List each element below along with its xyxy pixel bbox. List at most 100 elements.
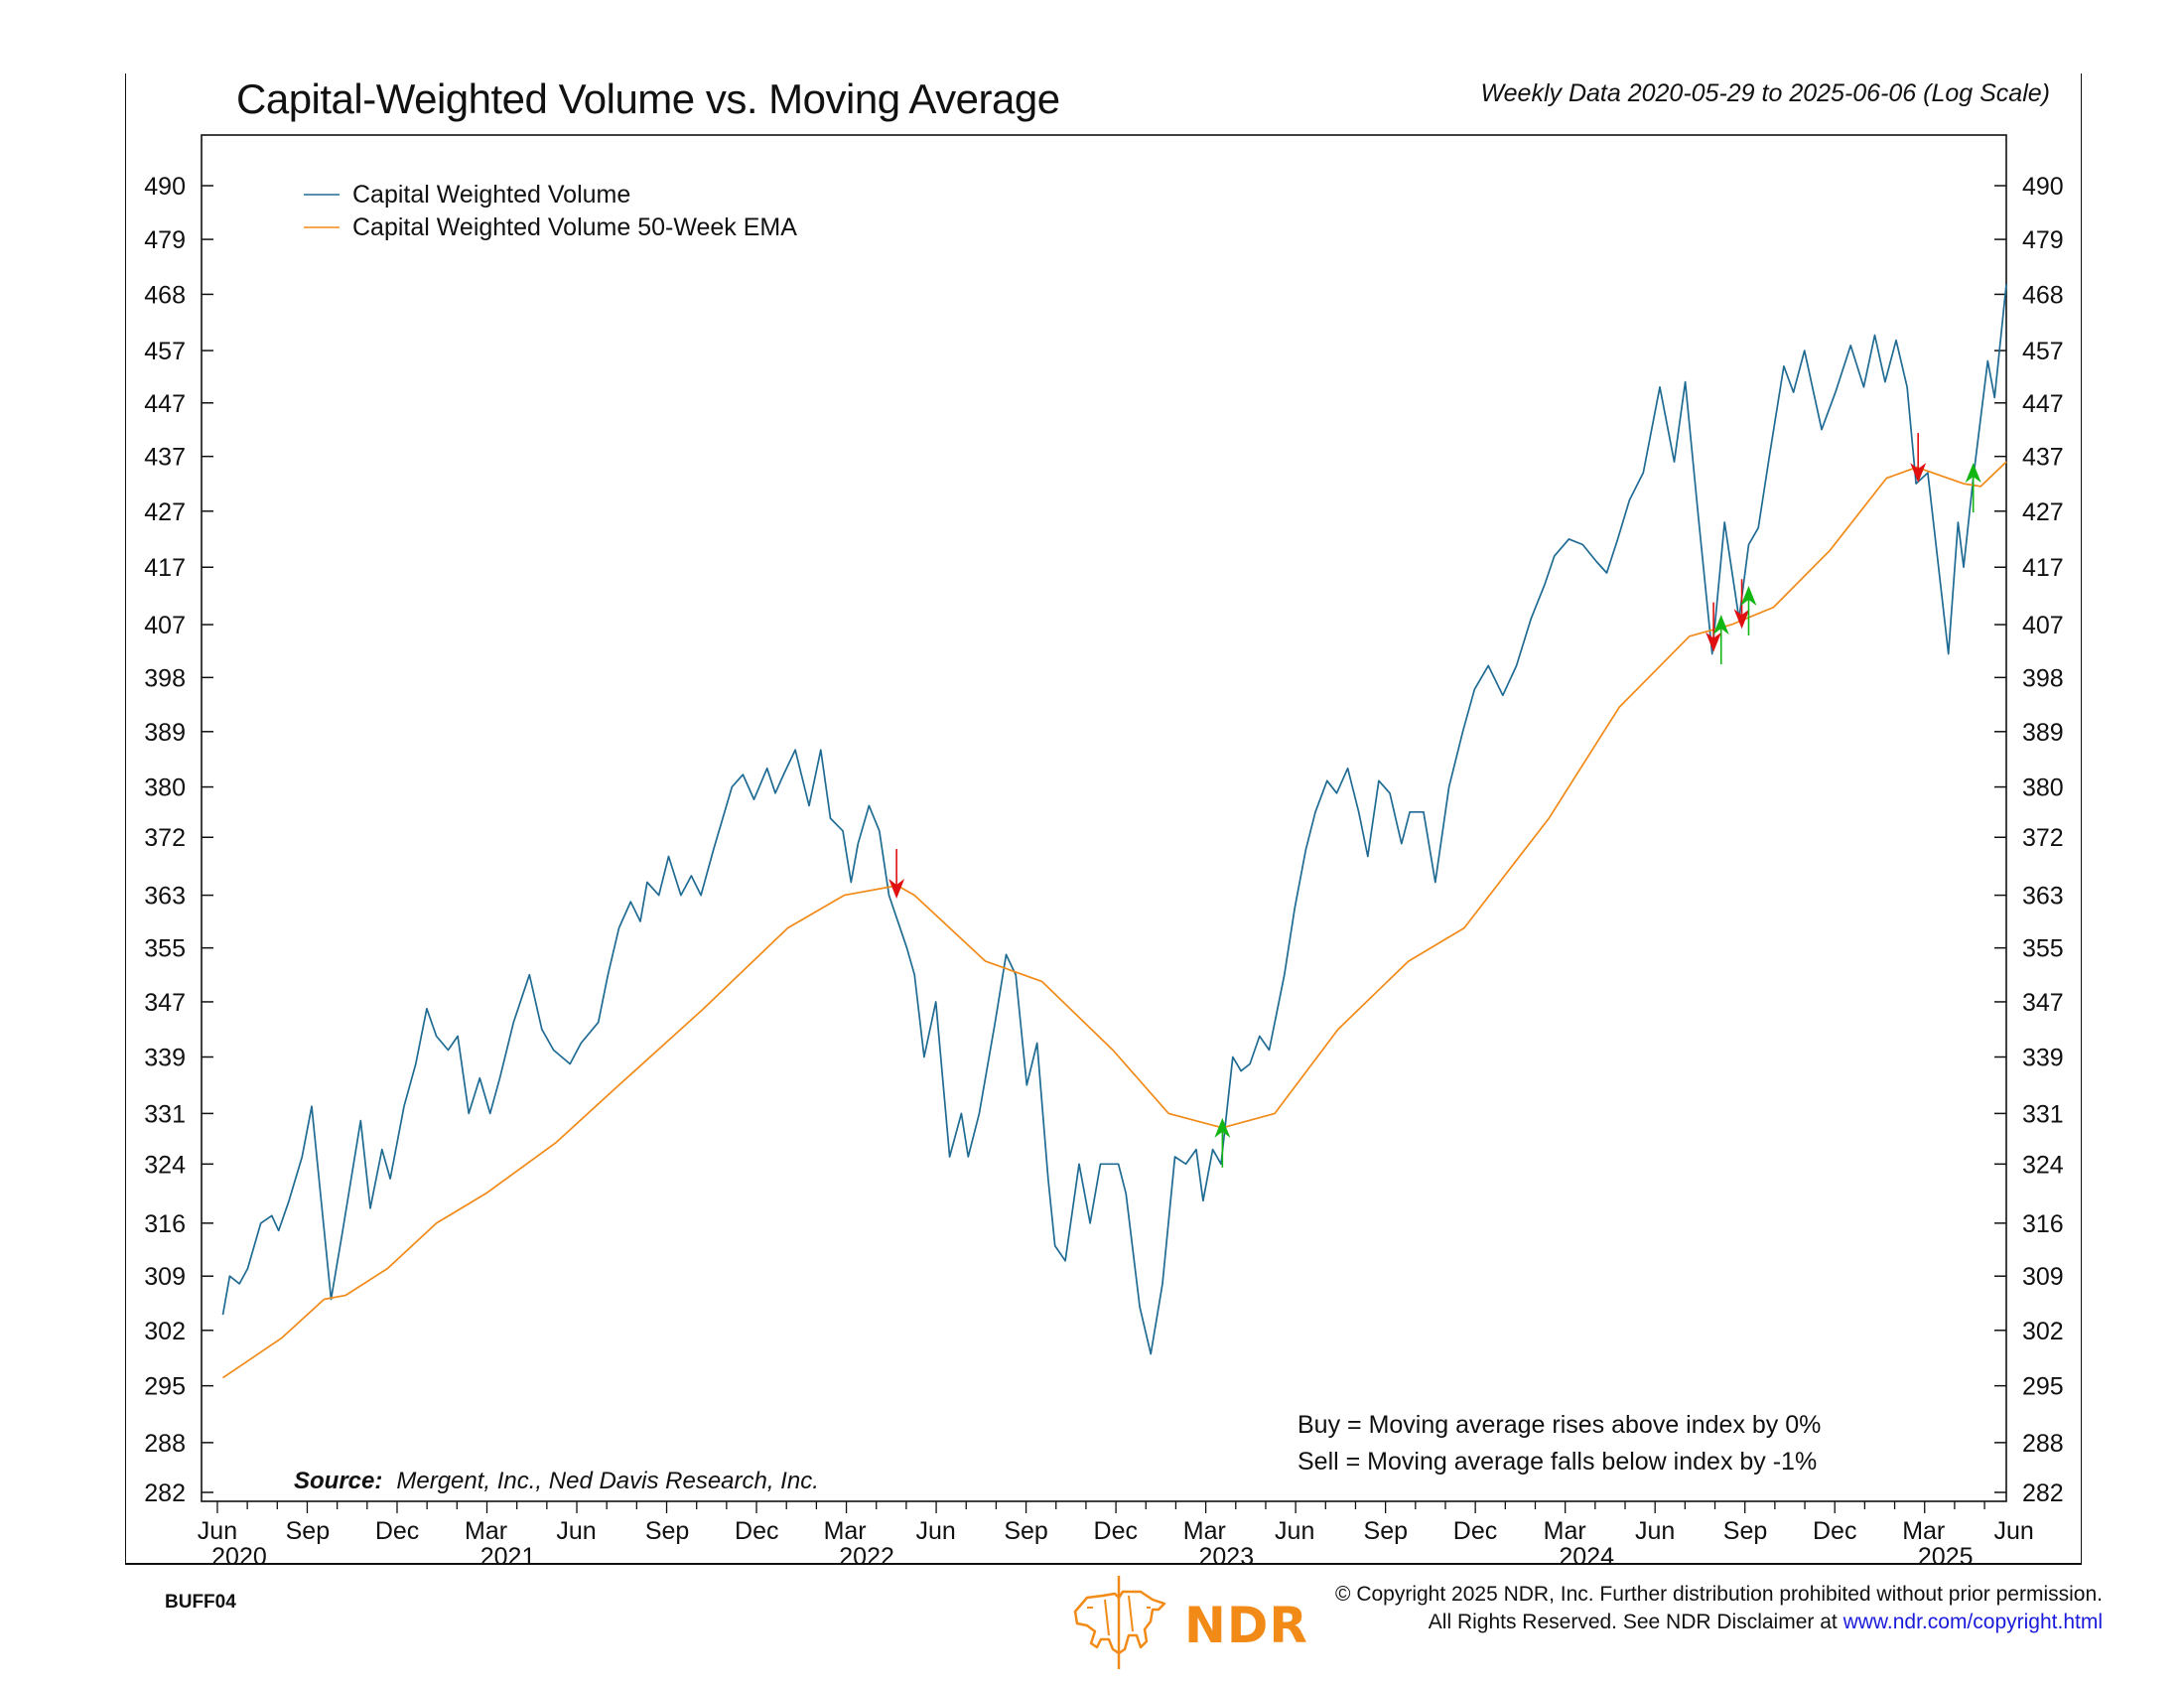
x-tick-label-month: Sep [1723, 1517, 1767, 1545]
y-tick-label-right: 468 [2022, 281, 2064, 309]
x-tick-label-year: 2022 [839, 1543, 894, 1571]
chart-subtitle: Weekly Data 2020-05-29 to 2025-06-06 (Lo… [1480, 79, 2051, 107]
buy-signal-arrow [1214, 1117, 1231, 1168]
x-tick-label-month: Sep [645, 1517, 689, 1545]
y-tick-label-left: 398 [144, 664, 186, 692]
sell-signal-arrow [1706, 602, 1722, 652]
y-tick-label-right: 363 [2022, 883, 2064, 911]
y-tick-label-right: 282 [2022, 1479, 2064, 1507]
y-tick-label-right: 302 [2022, 1318, 2064, 1345]
x-tick-label-year: 2020 [211, 1543, 267, 1571]
y-tick-label-left: 331 [144, 1100, 186, 1128]
x-tick-label-month: Mar [465, 1517, 507, 1545]
x-tick-label-month: Mar [1183, 1517, 1226, 1545]
y-tick-label-left: 417 [144, 554, 186, 582]
chart-code: BUFF04 [165, 1592, 236, 1613]
y-tick-label-right: 324 [2022, 1151, 2064, 1179]
y-tick-label-left: 309 [144, 1263, 186, 1291]
y-tick-label-right: 407 [2022, 612, 2064, 639]
x-tick-label-month: Jun [556, 1517, 596, 1545]
source-label: Source: [294, 1468, 383, 1494]
x-tick-label-month: Mar [1902, 1517, 1945, 1545]
y-tick-label-left: 316 [144, 1210, 186, 1238]
x-tick-label-year: 2021 [480, 1543, 536, 1571]
x-tick-label-month: Sep [1004, 1517, 1047, 1545]
y-tick-label-right: 288 [2022, 1430, 2064, 1458]
y-tick-label-left: 372 [144, 824, 186, 852]
copyright-line-2: All Rights Reserved. See NDR Disclaimer … [1335, 1609, 2103, 1636]
y-tick-label-right: 347 [2022, 989, 2064, 1017]
sell-signal-arrow [1733, 579, 1750, 630]
y-tick-label-left: 355 [144, 935, 186, 963]
buy-signal-arrow [1965, 463, 1981, 513]
x-tick-label-month: Mar [1544, 1517, 1586, 1545]
y-tick-label-left: 427 [144, 498, 186, 526]
y-tick-label-left: 347 [144, 989, 186, 1017]
y-tick-label-left: 447 [144, 390, 186, 418]
x-tick-label-month: Jun [1275, 1517, 1314, 1545]
y-tick-label-left: 407 [144, 612, 186, 639]
y-tick-label-right: 398 [2022, 664, 2064, 692]
y-tick-label-right: 309 [2022, 1263, 2064, 1291]
buy-signal-arrow [1712, 615, 1729, 665]
copyright-line-2-text: All Rights Reserved. See NDR Disclaimer … [1428, 1611, 1843, 1633]
x-tick-label-year: 2023 [1198, 1543, 1254, 1571]
ndr-logo-text: NDR [1184, 1597, 1308, 1654]
x-tick-label-month: Dec [1453, 1517, 1497, 1545]
y-tick-label-right: 339 [2022, 1045, 2064, 1072]
x-tick-label-month: Jun [1993, 1517, 2033, 1545]
y-tick-label-left: 468 [144, 281, 186, 309]
y-tick-label-right: 380 [2022, 774, 2064, 802]
y-tick-label-left: 490 [144, 173, 186, 201]
y-tick-label-right: 427 [2022, 498, 2064, 526]
y-tick-label-left: 302 [144, 1318, 186, 1345]
sell-signal-arrow [1910, 433, 1927, 484]
y-tick-label-left: 380 [144, 774, 186, 802]
x-tick-label-month: Mar [824, 1517, 867, 1545]
x-tick-label-month: Jun [1635, 1517, 1675, 1545]
buy-signal-arrow [1740, 585, 1757, 635]
copyright-line-1: © Copyright 2025 NDR, Inc. Further distr… [1335, 1583, 2103, 1606]
copyright-notice: © Copyright 2025 NDR, Inc. Further distr… [1335, 1581, 2103, 1636]
x-tick-label-month: Jun [916, 1517, 956, 1545]
series-layer [221, 284, 2007, 1379]
x-tick-label-year: 2025 [1918, 1543, 1974, 1571]
legend-label-ema: Capital Weighted Volume 50-Week EMA [352, 213, 797, 241]
copyright-link[interactable]: www.ndr.com/copyright.html [1843, 1611, 2103, 1633]
y-tick-label-right: 295 [2022, 1373, 2064, 1401]
x-tick-label-month: Sep [286, 1517, 330, 1545]
source-note: Source: Mergent, Inc., Ned Davis Research… [294, 1468, 819, 1495]
x-tick-label-month: Sep [1364, 1517, 1408, 1545]
y-tick-label-right: 389 [2022, 719, 2064, 747]
sell-rule-note: Sell = Moving average falls below index … [1297, 1448, 1817, 1476]
y-tick-label-right: 479 [2022, 226, 2064, 254]
x-tick-label-month: Dec [375, 1517, 419, 1545]
y-tick-label-left: 295 [144, 1373, 186, 1401]
y-tick-label-right: 372 [2022, 824, 2064, 852]
y-tick-label-left: 363 [144, 883, 186, 911]
y-tick-label-right: 437 [2022, 444, 2064, 472]
y-tick-label-left: 339 [144, 1045, 186, 1072]
series-line-ema [222, 461, 2007, 1379]
source-text: Mergent, Inc., Ned Davis Research, Inc. [396, 1468, 819, 1494]
y-tick-label-right: 447 [2022, 390, 2064, 418]
sell-signal-arrow [888, 849, 905, 900]
y-tick-label-left: 324 [144, 1151, 186, 1179]
series-line-volume [221, 284, 2007, 1355]
y-tick-label-right: 457 [2022, 338, 2064, 365]
buy-rule-note: Buy = Moving average rises above index b… [1297, 1411, 1821, 1439]
y-tick-label-left: 457 [144, 338, 186, 365]
y-tick-label-left: 288 [144, 1430, 186, 1458]
y-tick-label-right: 355 [2022, 935, 2064, 963]
plot-area [201, 134, 2007, 1502]
y-tick-label-right: 490 [2022, 173, 2064, 201]
legend: Capital Weighted Volume Capital Weighted… [304, 181, 797, 241]
x-tick-label-month: Dec [735, 1517, 778, 1545]
x-tick-label-month: Dec [1813, 1517, 1856, 1545]
bull-bear-icon [1073, 1576, 1166, 1669]
y-tick-label-left: 389 [144, 719, 186, 747]
x-tick-label-month: Jun [198, 1517, 237, 1545]
y-tick-label-right: 417 [2022, 554, 2064, 582]
